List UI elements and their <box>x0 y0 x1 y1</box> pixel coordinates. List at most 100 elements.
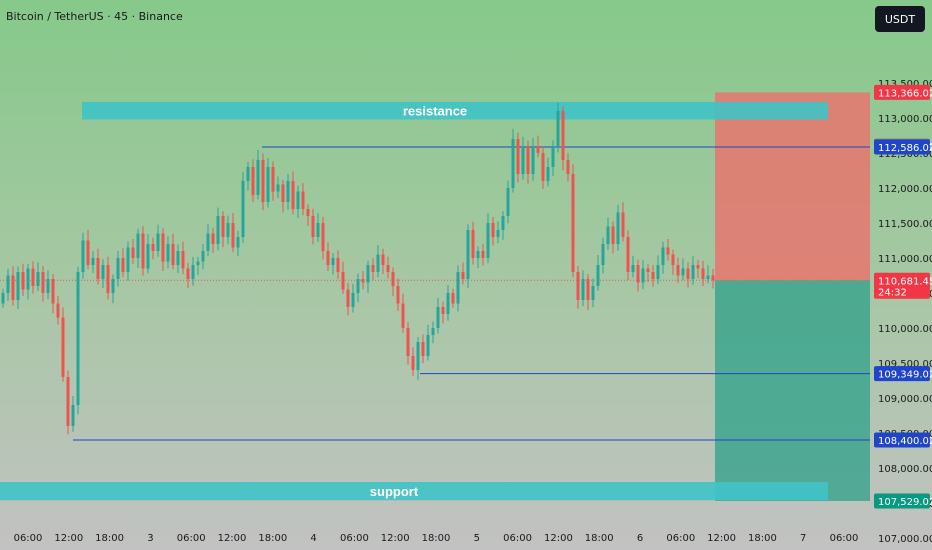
candle <box>566 152 570 182</box>
candle <box>96 248 100 285</box>
candle <box>11 266 15 306</box>
candle <box>241 172 245 243</box>
candle <box>366 260 370 293</box>
candle <box>141 226 145 276</box>
candle-body <box>561 111 565 160</box>
support-zone[interactable] <box>0 482 828 501</box>
candle-body <box>276 184 280 192</box>
candle-body <box>421 342 425 356</box>
candle <box>316 213 320 242</box>
candle <box>326 242 330 271</box>
candle <box>406 321 410 365</box>
candle-body <box>156 233 160 251</box>
candle <box>436 297 440 334</box>
candle <box>146 233 150 274</box>
candle-body <box>446 293 450 314</box>
candle-body <box>131 247 135 258</box>
y-tick-label: 113,500.00 <box>878 79 932 90</box>
x-tick-label: 18:00 <box>585 533 614 544</box>
candle <box>176 244 180 274</box>
candle-body <box>201 251 205 262</box>
candle <box>1 288 5 308</box>
candle-body <box>536 146 540 153</box>
stop-loss-box[interactable] <box>715 92 870 281</box>
candle-body <box>91 258 95 265</box>
candle <box>571 164 575 278</box>
candle <box>396 278 400 311</box>
candle <box>21 263 25 296</box>
countdown-text: 24:32 <box>878 287 907 298</box>
candle-body <box>466 230 470 279</box>
candle-body <box>296 191 300 209</box>
candle <box>631 255 635 278</box>
candle-body <box>456 272 460 304</box>
candle <box>501 211 505 240</box>
candle-body <box>476 251 480 258</box>
candle-body <box>621 212 625 237</box>
candle <box>591 278 595 308</box>
candle <box>411 347 415 377</box>
candle-body <box>176 251 180 265</box>
candle <box>581 270 585 307</box>
candle <box>441 301 445 324</box>
candle-body <box>386 265 390 272</box>
candle-body <box>266 167 270 202</box>
candle-body <box>81 240 85 272</box>
candle <box>416 337 420 380</box>
candle <box>531 138 535 181</box>
candle <box>486 213 490 263</box>
candle <box>86 230 90 270</box>
price-label: 112,586.02 <box>874 139 932 155</box>
candle <box>291 171 295 215</box>
candle-body <box>691 265 695 279</box>
candle <box>136 228 140 268</box>
y-tick-label: 111,000.00 <box>878 254 932 265</box>
candle-body <box>441 307 445 314</box>
candle-body <box>546 167 550 181</box>
candle-body <box>316 223 320 237</box>
resistance-zone[interactable] <box>82 101 828 120</box>
candle-body <box>101 265 105 279</box>
currency-button[interactable]: USDT <box>875 6 925 32</box>
candle-body <box>51 279 55 304</box>
candle <box>36 262 40 291</box>
candle-body <box>376 254 380 272</box>
x-tick-label: 6 <box>637 533 643 544</box>
candle-body <box>526 146 530 174</box>
candle <box>446 285 450 321</box>
candle-body <box>701 268 705 279</box>
price-label-bg <box>874 432 930 448</box>
candle <box>166 236 170 269</box>
candle-body <box>336 258 340 272</box>
candle <box>706 265 710 284</box>
candle-body <box>311 216 315 237</box>
x-tick-label: 3 <box>147 533 153 544</box>
x-tick-label: 18:00 <box>258 533 287 544</box>
candle <box>576 266 580 309</box>
candle-body <box>36 272 40 286</box>
price-label-text: 112,586.02 <box>878 143 932 154</box>
candle-body <box>711 275 715 281</box>
candle <box>306 204 310 227</box>
candle <box>676 257 680 283</box>
candle-body <box>371 265 375 272</box>
candle-body <box>126 247 130 272</box>
candle <box>296 185 300 218</box>
candle <box>671 249 675 275</box>
y-tick-label: 109,500.00 <box>878 359 932 370</box>
candle <box>201 244 205 270</box>
x-tick-label: 18:00 <box>748 533 777 544</box>
x-tick-label: 18:00 <box>422 533 451 544</box>
support-zone-label: support <box>370 484 419 499</box>
candle <box>606 217 610 250</box>
candle <box>601 237 605 274</box>
candles <box>1 102 715 435</box>
candle <box>151 237 155 260</box>
candle <box>686 262 690 288</box>
take-profit-box[interactable] <box>715 280 870 501</box>
candle-body <box>481 251 485 258</box>
x-tick-label: 06:00 <box>503 533 532 544</box>
candle <box>401 293 405 333</box>
candle-body <box>61 317 65 377</box>
